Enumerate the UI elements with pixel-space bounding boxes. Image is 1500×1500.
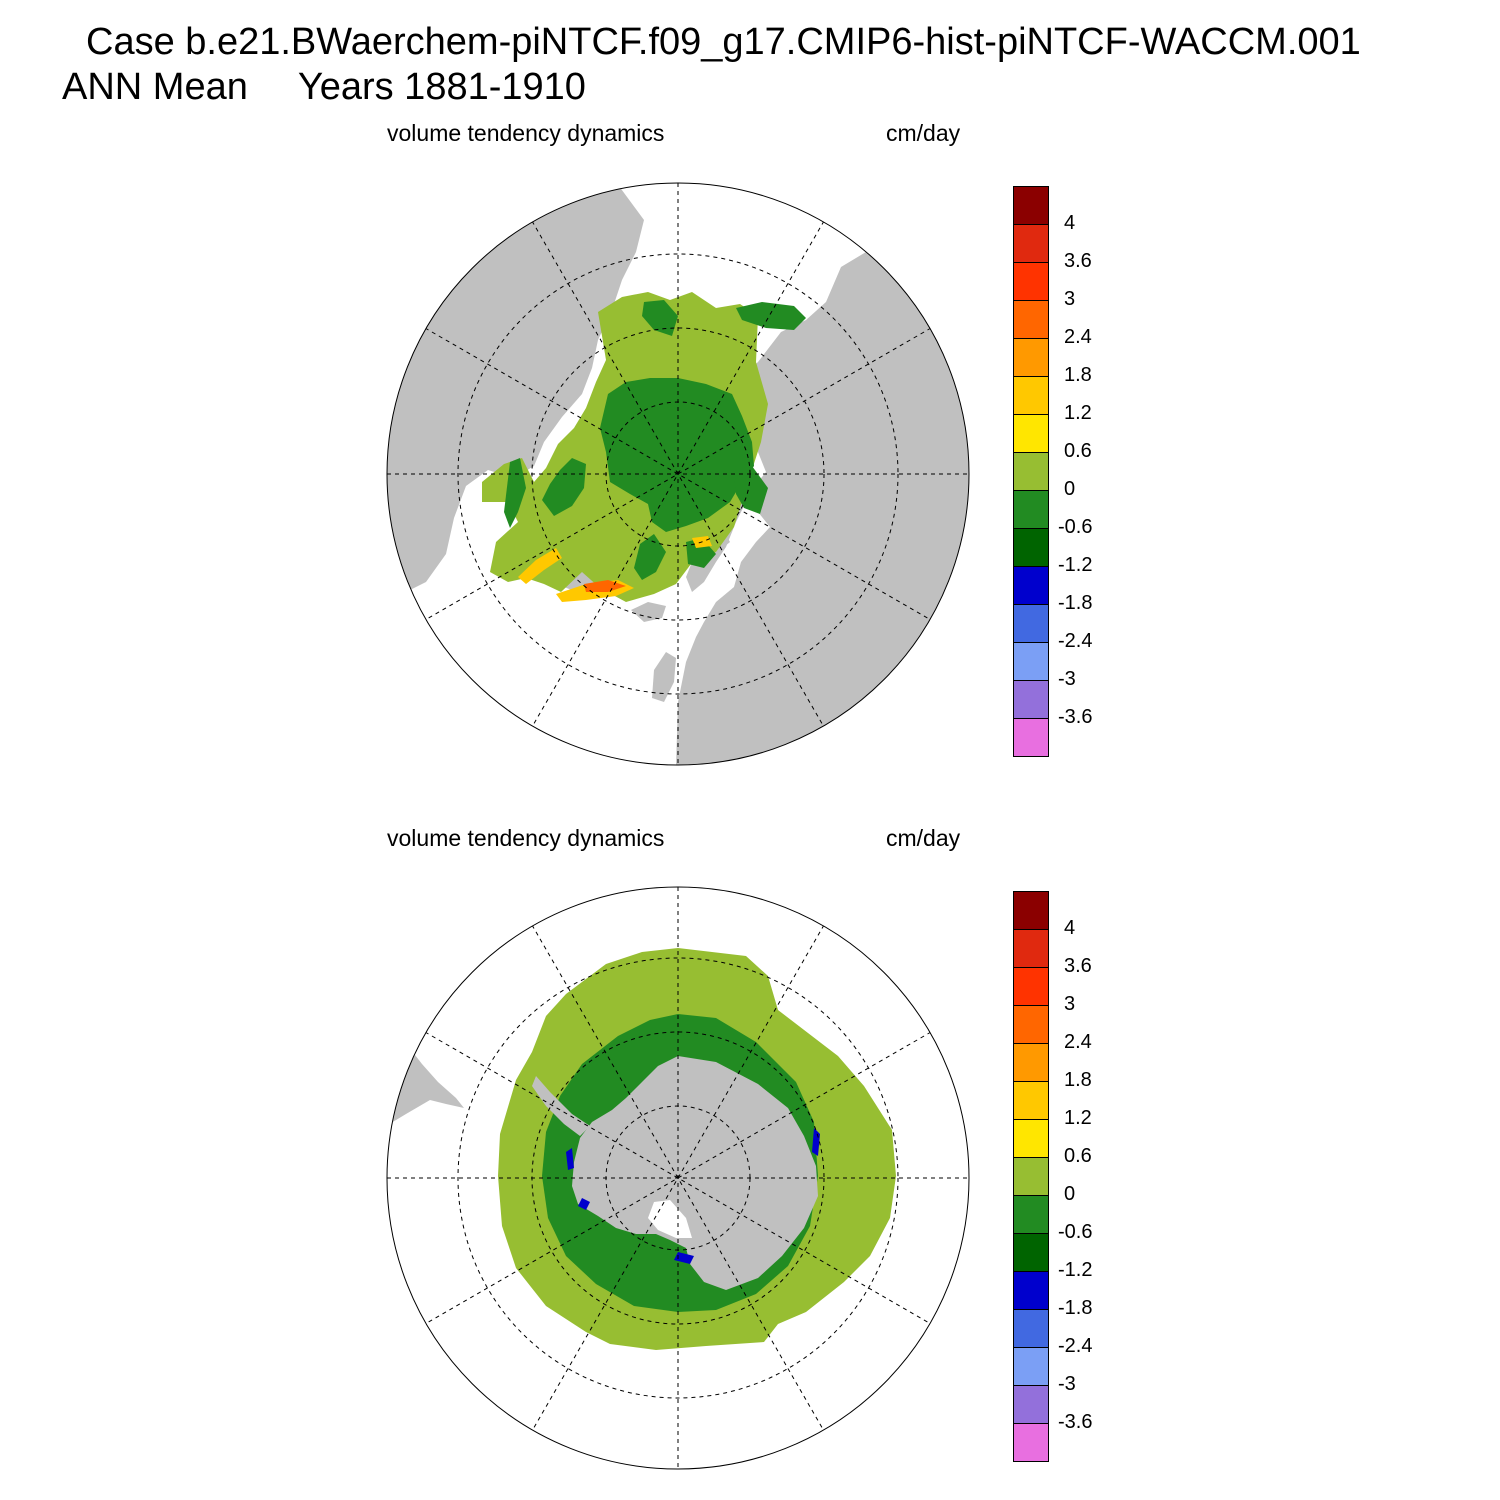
sh-colorbar-swatch — [1013, 1005, 1049, 1044]
sh-colorbar-tick-label: 0 — [1064, 1183, 1076, 1205]
season-label: ANN Mean — [62, 66, 248, 108]
sh-colorbar-tick-label: 0.6 — [1064, 1145, 1092, 1167]
nh-colorbar-tick-label: 2.4 — [1064, 326, 1092, 348]
nh-colorbar-swatch — [1013, 224, 1049, 263]
nh-colorbar-tick-label: 1.8 — [1064, 364, 1092, 386]
sh-field-ross-shelf — [648, 1200, 692, 1238]
nh-colorbar-swatch — [1013, 376, 1049, 415]
sh-colorbar-tick-label: 4 — [1064, 917, 1076, 939]
nh-field-greenland-sea — [634, 534, 666, 580]
nh-field-bering — [642, 300, 678, 336]
nh-colorbar-swatch — [1013, 186, 1049, 225]
sh-colorbar-swatch — [1013, 1309, 1049, 1348]
case-title: Case b.e21.BWaerchem-piNTCF.f09_g17.CMIP… — [86, 21, 1361, 63]
nh-map-border — [386, 182, 970, 766]
nh-colorbar-tick-label: -0.6 — [1058, 516, 1093, 538]
sh-colorbar-swatch — [1013, 1233, 1049, 1272]
sh-colorbar-tick-label: 1.2 — [1064, 1107, 1092, 1129]
nh-colorbar-swatch — [1013, 604, 1049, 643]
nh-colorbar-tick-label: 3 — [1064, 288, 1076, 310]
sh-colorbar-swatch — [1013, 1043, 1049, 1082]
sh-field-negative-coast-3 — [674, 1252, 694, 1264]
nh-land-british-isles — [652, 652, 676, 702]
sh-field-negative-coast-4 — [578, 1198, 590, 1210]
nh-field-kara-sea — [734, 466, 768, 514]
sh-colorbar-tick-label: -3.6 — [1058, 1411, 1093, 1433]
nh-colorbar-tick-label: 4 — [1064, 212, 1076, 234]
nh-colorbar-tick-label: 3.6 — [1064, 250, 1092, 272]
period-title: ANN Mean Years 1881-1910 — [62, 67, 586, 107]
sh-colorbar-swatch — [1013, 1271, 1049, 1310]
sh-colorbar-swatch — [1013, 967, 1049, 1006]
sh-colorbar-swatch — [1013, 1423, 1049, 1462]
nh-graticule — [387, 183, 969, 765]
nh-colorbar-tick-label: -3 — [1058, 668, 1076, 690]
nh-polar-map — [386, 182, 970, 766]
nh-land-iceland — [631, 602, 666, 622]
nh-colorbar-swatch — [1013, 338, 1049, 377]
nh-colorbar-swatch — [1013, 300, 1049, 339]
nh-field-canadian-archipelago — [542, 458, 586, 516]
nh-colorbar-swatch — [1013, 490, 1049, 529]
nh-colorbar: 4 3.6 3 2.4 1.8 1.2 0.6 0 -0.6 -1.2 -1.8 -2.4 -3 -3.6 — [1013, 186, 1092, 758]
nh-colorbar-tick-label: 0 — [1064, 478, 1076, 500]
sh-colorbar-swatch — [1013, 1081, 1049, 1120]
sh-field-negative-coast-1 — [566, 1148, 574, 1170]
sh-map-border — [386, 886, 970, 1470]
nh-field-positive-edge — [518, 548, 562, 584]
sh-colorbar-swatch — [1013, 1195, 1049, 1234]
nh-land-eurasia — [676, 237, 969, 765]
sh-colorbar-tick-label: -3 — [1058, 1373, 1076, 1395]
sh-colorbar-tick-label: -1.8 — [1058, 1297, 1093, 1319]
sh-colorbar-tick-label: 3 — [1064, 993, 1076, 1015]
nh-field-central-arctic — [600, 378, 754, 532]
sh-graticule — [387, 887, 969, 1469]
sh-colorbar-swatch — [1013, 1119, 1049, 1158]
sh-colorbar-tick-label: 1.8 — [1064, 1069, 1092, 1091]
sh-colorbar-swatch — [1013, 1347, 1049, 1386]
sh-colorbar-tick-label: -0.6 — [1058, 1221, 1093, 1243]
nh-colorbar-swatch — [1013, 642, 1049, 681]
sh-colorbar-swatch — [1013, 1385, 1049, 1424]
nh-units-label: cm/day — [886, 120, 961, 146]
nh-field-okhotsk — [736, 302, 806, 330]
sh-colorbar-swatch — [1013, 929, 1049, 968]
nh-colorbar-tick-label: -1.8 — [1058, 592, 1093, 614]
nh-colorbar-swatch — [1013, 680, 1049, 719]
sh-colorbar-tick-label: 3.6 — [1064, 955, 1092, 977]
nh-colorbar-tick-label: -1.2 — [1058, 554, 1093, 576]
nh-colorbar-swatch — [1013, 414, 1049, 453]
sh-units-label: cm/day — [886, 825, 961, 851]
sh-polar-map — [386, 886, 970, 1470]
nh-colorbar-swatch — [1013, 452, 1049, 491]
nh-field-hudson-bay — [504, 458, 526, 528]
sh-land-peninsula — [532, 1076, 590, 1136]
years-label: Years 1881-1910 — [297, 66, 586, 108]
sh-colorbar-tick-label: -2.4 — [1058, 1335, 1093, 1357]
sh-colorbar-swatch — [1013, 891, 1049, 930]
nh-colorbar-tick-label: 1.2 — [1064, 402, 1092, 424]
sh-variable-title: volume tendency dynamics — [387, 825, 665, 851]
sh-colorbar-swatch — [1013, 1157, 1049, 1196]
sh-land-antarctica — [572, 1056, 818, 1290]
nh-colorbar-swatch — [1013, 528, 1049, 567]
nh-colorbar-swatch — [1013, 718, 1049, 757]
sh-colorbar-tick-label: 2.4 — [1064, 1031, 1092, 1053]
nh-colorbar-tick-label: -2.4 — [1058, 630, 1093, 652]
nh-colorbar-swatch — [1013, 262, 1049, 301]
nh-colorbar-tick-label: 0.6 — [1064, 440, 1092, 462]
nh-colorbar-swatch — [1013, 566, 1049, 605]
nh-colorbar-tick-label: -3.6 — [1058, 706, 1093, 728]
sh-colorbar: 4 3.6 3 2.4 1.8 1.2 0.6 0 -0.6 -1.2 -1.8 -2.4 -3 -3.6 — [1013, 891, 1092, 1463]
sh-colorbar-tick-label: -1.2 — [1058, 1259, 1093, 1281]
nh-variable-title: volume tendency dynamics — [387, 120, 665, 146]
